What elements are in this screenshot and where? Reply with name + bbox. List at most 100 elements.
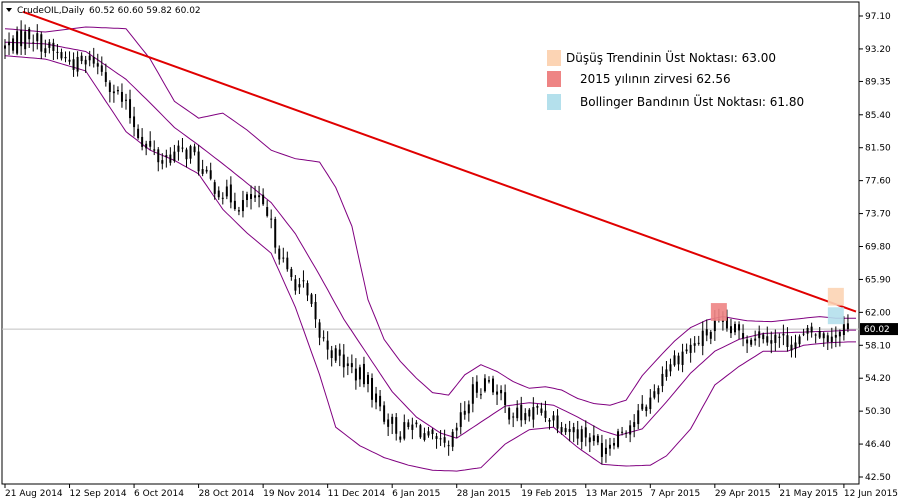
candle (818, 326, 821, 339)
candle (762, 332, 765, 344)
candle (564, 423, 567, 435)
candle (8, 32, 11, 56)
candle (395, 413, 398, 441)
candle (701, 321, 704, 356)
y-tick-label: 69.80 (865, 243, 891, 253)
x-axis: 21 Aug 2014 12 Sep 2014 6 Oct 2014 28 Oct 2… (4, 484, 898, 499)
candle (96, 53, 99, 75)
candle (729, 318, 732, 339)
candle (427, 426, 430, 438)
candle (302, 270, 305, 288)
candle (221, 192, 224, 205)
legend-item: 2015 yılının zirvesi 62.56 (547, 71, 731, 87)
candle (68, 51, 71, 65)
candle (193, 143, 196, 156)
candle (725, 309, 728, 332)
candle (576, 420, 579, 445)
candle (391, 413, 394, 435)
candle (592, 425, 595, 446)
candle (189, 144, 192, 164)
candle (278, 245, 281, 265)
candle (181, 137, 184, 153)
candle (137, 124, 140, 140)
candle (157, 147, 160, 172)
candle (524, 408, 527, 425)
candle (580, 425, 583, 450)
candle (556, 409, 559, 434)
candle (379, 390, 382, 412)
candle (608, 437, 611, 456)
candle (544, 400, 547, 423)
candle (826, 332, 829, 350)
candle (677, 352, 680, 371)
candle (508, 406, 511, 425)
candle (153, 140, 156, 156)
candle (403, 414, 406, 441)
y-tick-label: 73.70 (865, 210, 891, 220)
candle (758, 325, 761, 347)
candle (814, 333, 817, 344)
candle (512, 412, 515, 428)
candle (229, 176, 232, 209)
candle (346, 356, 349, 376)
candle (411, 417, 414, 440)
candle (665, 361, 668, 381)
candle (443, 429, 446, 448)
y-tick-label: 97.10 (865, 12, 891, 22)
candle (463, 401, 466, 420)
candle (217, 186, 220, 200)
y-tick-label: 65.90 (865, 275, 891, 285)
candle (314, 293, 317, 328)
candle (786, 327, 789, 352)
candle (475, 375, 478, 398)
candle (766, 326, 769, 346)
candle (20, 20, 23, 55)
candle (24, 24, 27, 56)
candle (641, 395, 644, 411)
candle (669, 358, 672, 377)
candle (88, 50, 91, 67)
candle (423, 427, 426, 442)
legend-item: Bollinger Bandının Üst Noktası: 61.80 (547, 93, 804, 110)
trend-top-marker (827, 287, 844, 306)
candles (4, 20, 849, 465)
candle (120, 83, 123, 108)
candle (149, 131, 152, 151)
x-tick-label: 6 Oct 2014 (134, 489, 184, 499)
candle (366, 372, 369, 393)
candle (116, 86, 119, 95)
candle (520, 396, 523, 427)
candle (802, 328, 805, 337)
candle (617, 428, 620, 449)
candle (536, 404, 539, 415)
candle (838, 329, 841, 347)
candle (693, 336, 696, 353)
x-tick-label: 12 Sep 2014 (70, 489, 127, 499)
candle (64, 51, 67, 63)
candle (689, 338, 692, 363)
candle (254, 185, 257, 203)
candle (846, 314, 849, 333)
dropdown-triangle-icon[interactable] (6, 8, 12, 12)
bollinger-top-marker (827, 307, 844, 325)
candle (782, 324, 785, 346)
x-tick-label: 12 Jun 2015 (844, 489, 898, 499)
candle (185, 147, 188, 168)
candle (225, 179, 228, 200)
candle (241, 190, 244, 218)
candle (205, 166, 208, 174)
y-tick-label: 58.10 (865, 341, 891, 351)
candle (342, 344, 345, 378)
candle (455, 422, 458, 439)
candle (209, 162, 212, 181)
x-tick-label: 13 Mar 2015 (586, 489, 643, 499)
candle (568, 420, 571, 442)
candle (290, 266, 293, 281)
y-tick-label: 62.00 (865, 308, 891, 318)
candle (399, 431, 402, 443)
candle (770, 331, 773, 354)
candle (483, 374, 486, 393)
candle (262, 188, 265, 206)
candle (419, 423, 422, 439)
